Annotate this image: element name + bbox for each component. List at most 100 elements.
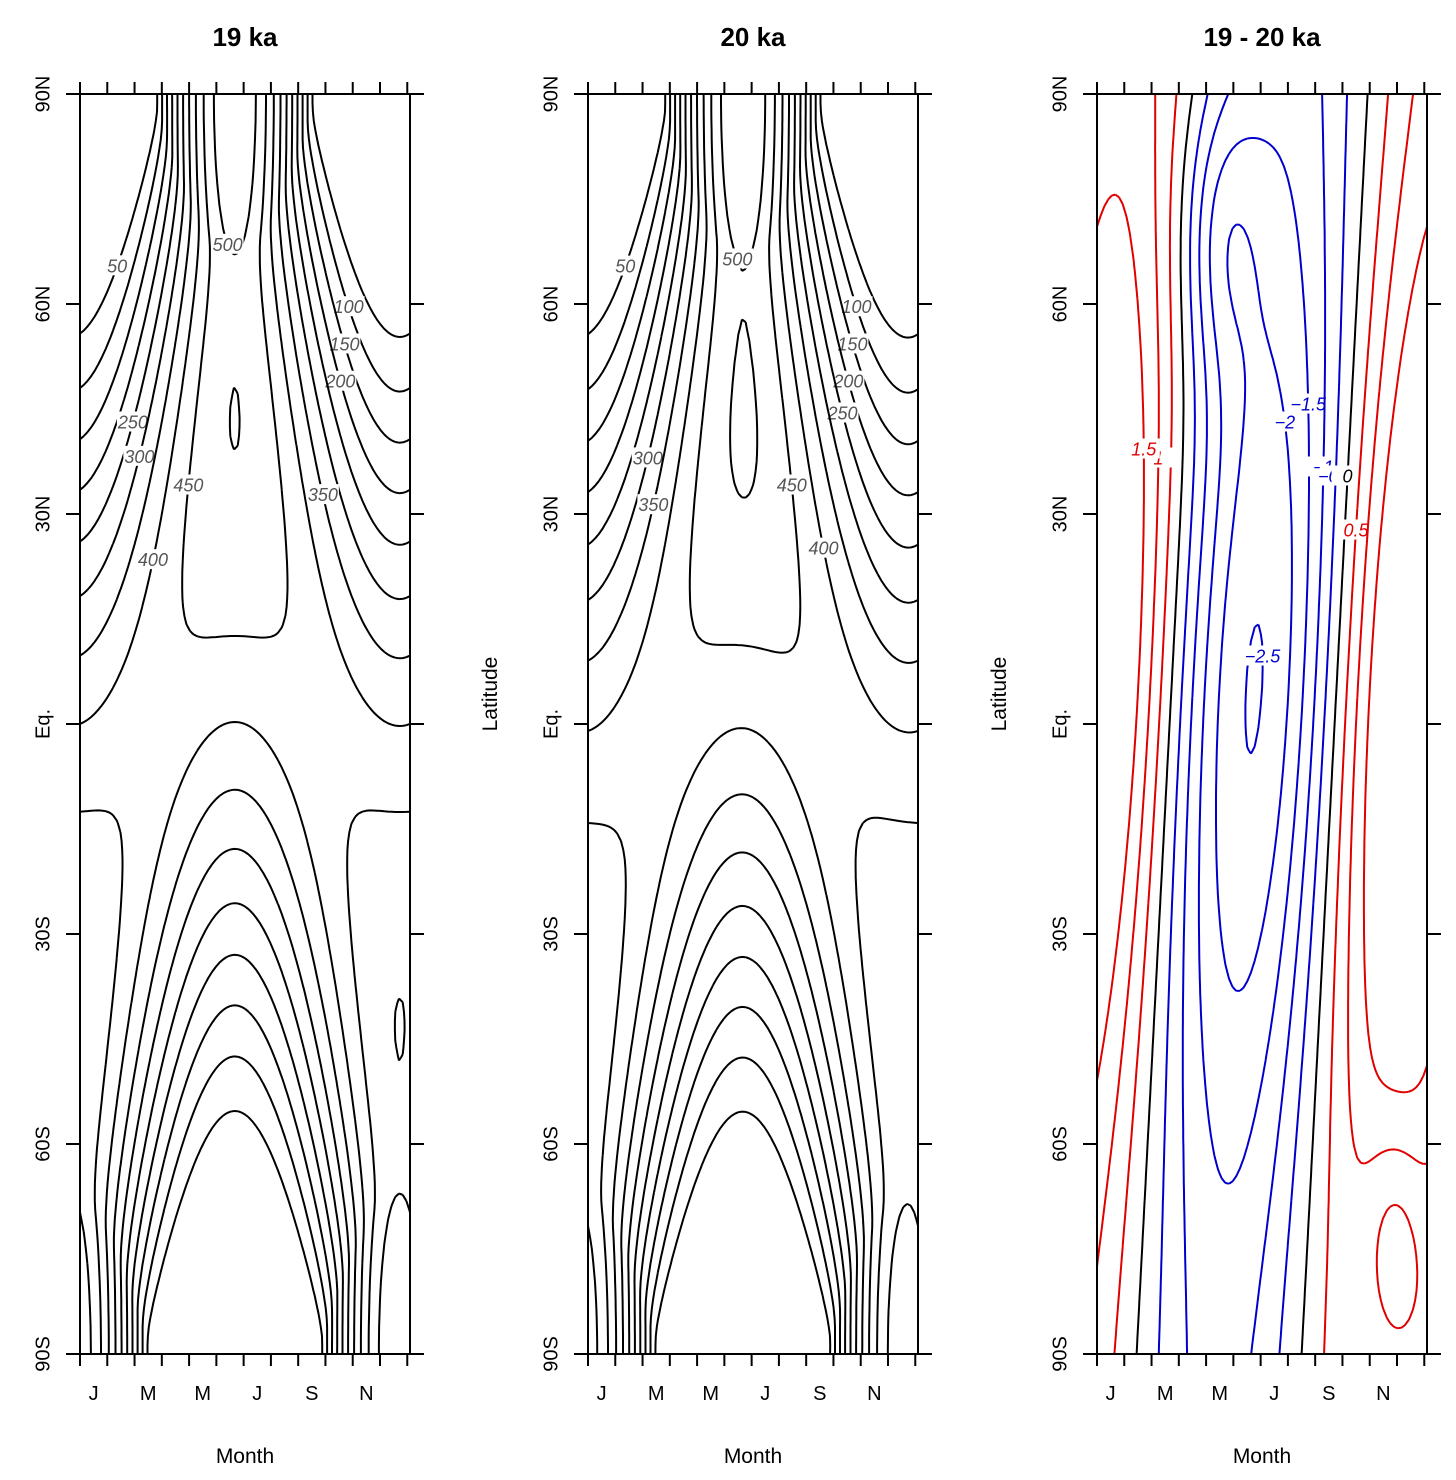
contour-label-bg [116, 411, 149, 432]
contour-150 [588, 94, 918, 1354]
contour-−2 [1215, 223, 1293, 992]
x-tick-label: N [1376, 1383, 1390, 1405]
y-tick-label: 30N [540, 496, 562, 533]
contour-350 [588, 94, 918, 1354]
chart-title: 20 ka [720, 22, 786, 52]
contour-400 [588, 94, 918, 1354]
chart-panel-2: 20 ka 50 100 150 200 250 300 350 400 450 500 J M M J S N… [479, 22, 932, 1468]
y-axis-label: Latitude [479, 657, 502, 732]
x-tick-label: S [813, 1383, 826, 1405]
contour-1 [1097, 94, 1427, 1267]
contour-label-bg [324, 370, 357, 391]
contour-450 [80, 94, 410, 1354]
contour-label: 0.5 [1343, 521, 1369, 541]
y-tick-label: 30N [1049, 496, 1071, 533]
x-tick-label: M [194, 1383, 211, 1405]
chart-title: 19 ka [212, 22, 278, 52]
y-tick-label: 30S [1049, 916, 1071, 952]
x-tick-label: J [1106, 1383, 1116, 1405]
y-tick-label: 90S [540, 1336, 562, 1372]
contour-label: 200 [324, 372, 355, 392]
contour-label-bg [1246, 645, 1279, 666]
contour-label-bg [631, 447, 664, 468]
contour-label-bg [840, 296, 873, 317]
y-tick-label: 30N [32, 496, 54, 533]
contour-label-bg [136, 549, 169, 570]
contour-label: 450 [173, 476, 203, 496]
x-tick-label: N [359, 1383, 373, 1405]
x-tick-label: M [140, 1383, 157, 1405]
contour-lines: −2.5−2−1.5−1−0.500.511.5 [1097, 94, 1427, 1354]
contour-label: 450 [777, 476, 807, 496]
contour-label-bg [1127, 438, 1160, 459]
y-tick-label: 60N [1049, 286, 1071, 323]
y-tick-label: 90N [540, 76, 562, 113]
contour-label: 250 [117, 413, 148, 433]
x-tick-label: J [252, 1383, 262, 1405]
contour-0.5 [1113, 94, 1419, 1354]
contour-1.5 [1097, 193, 1427, 1094]
contour-label-bg [775, 474, 808, 495]
x-axis-label: Month [216, 1445, 274, 1468]
contour-label: 50 [107, 256, 127, 276]
contour-label: 100 [842, 297, 872, 317]
contour-0 [1135, 94, 1369, 1354]
y-tick-label: 60N [540, 286, 562, 323]
y-tick-label: 60S [32, 1126, 54, 1162]
contour-label: 150 [329, 334, 359, 354]
contour-label-bg [101, 255, 134, 276]
contour-label: 0 [1343, 467, 1353, 487]
contour-100 [80, 94, 410, 1354]
contour-350 [80, 94, 410, 1354]
contour-label: 500 [722, 249, 752, 269]
contour-label: 400 [808, 539, 838, 559]
y-axis-label: Latitude [988, 657, 1011, 732]
contour-−0.5 [1157, 94, 1349, 1354]
contour-label: 500 [213, 235, 243, 255]
y-tick-label: 90S [32, 1336, 54, 1372]
contour-label-bg [211, 233, 244, 254]
x-tick-label: N [867, 1383, 881, 1405]
x-tick-label: M [648, 1383, 665, 1405]
y-tick-label: Eq. [1049, 709, 1071, 739]
contour-50 [80, 94, 410, 1354]
y-tick-label: 30S [540, 916, 562, 952]
contour-200 [80, 94, 410, 1354]
contour-label-bg [306, 484, 339, 505]
contour-label: 100 [334, 297, 364, 317]
contour-450 [588, 94, 918, 1354]
contour-lines: 50 100 150 200 250 300 350 400 450 500 [80, 94, 410, 1354]
contour-−1 [1181, 94, 1327, 1354]
contour-label: 350 [308, 485, 338, 505]
contour-label-bg [721, 248, 754, 269]
contour-50 [588, 94, 918, 1354]
y-tick-label: 90S [1049, 1336, 1071, 1372]
contour-label-bg [832, 370, 865, 391]
contour-lines: 50 100 150 200 250 300 350 400 450 500 [588, 94, 918, 1354]
contour-label: 350 [638, 495, 668, 515]
contour-label: 150 [837, 334, 867, 354]
x-tick-label: J [1269, 1383, 1279, 1405]
x-tick-label: J [89, 1383, 99, 1405]
x-tick-label: J [760, 1383, 770, 1405]
x-tick-label: S [1322, 1383, 1335, 1405]
y-tick-label: Eq. [32, 709, 54, 739]
contour-label: 200 [832, 372, 863, 392]
x-tick-label: S [305, 1383, 318, 1405]
chart-title: 19 - 20 ka [1203, 22, 1321, 52]
contour-label-bg [1339, 519, 1372, 540]
contour-label: 50 [615, 257, 635, 277]
contour-label-bg [123, 445, 156, 466]
contour-label-bg [637, 494, 670, 515]
contour-label: −2.5 [1245, 647, 1282, 667]
x-tick-label: J [597, 1383, 607, 1405]
contour-100 [588, 94, 918, 1354]
contour-label: −1.5 [1290, 395, 1327, 415]
chart-panel-3: 19 - 20 ka−2.5−2−1.5−1−0.500.511.5JMMJSN… [988, 22, 1441, 1468]
contour-−1.5 [1197, 137, 1310, 1185]
contour-label-bg [1331, 465, 1364, 486]
chart-panel-1: 19 ka 50 100 150 200 250 300 350 400 450 500 J M M J S N… [32, 22, 424, 1468]
y-tick-label: 90N [1049, 76, 1071, 113]
contour-150 [80, 94, 410, 1354]
contour-label: 250 [827, 404, 858, 424]
